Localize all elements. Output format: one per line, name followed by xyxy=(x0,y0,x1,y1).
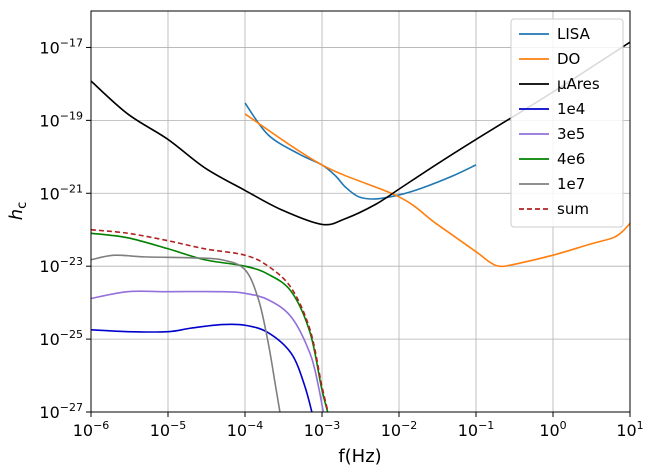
plot-area xyxy=(91,41,630,412)
legend-label-5: 4e6 xyxy=(557,150,585,168)
legend-label-3: 1e4 xyxy=(557,100,585,118)
y-tick-label-5: 10−17 xyxy=(39,36,83,57)
x-tick-label-5: 10−1 xyxy=(458,419,495,440)
y-axis-label-main: h xyxy=(6,209,27,220)
x-tick-label-3: 10−3 xyxy=(304,419,341,440)
legend-box xyxy=(510,18,624,228)
legend: LISA DO μAres 1e4 3e5 4e6 1e7 sum xyxy=(510,18,624,228)
y-tick-label-1: 10−25 xyxy=(39,328,83,349)
series-line-0 xyxy=(244,102,477,200)
svg-text:hc: hc xyxy=(6,202,30,221)
y-tick-label-0: 10−27 xyxy=(39,401,83,422)
axis-ticks: 10−6 10−5 10−4 10−3 10−2 10−1 100 101 10−27 10−25… xyxy=(39,36,643,440)
legend-label-4: 3e5 xyxy=(557,125,585,143)
x-tick-label-2: 10−4 xyxy=(227,419,264,440)
x-tick-label-0: 10−6 xyxy=(73,419,110,440)
legend-label-6: 1e7 xyxy=(557,175,585,193)
legend-label-7: sum xyxy=(557,200,589,218)
y-axis-label: hc xyxy=(6,202,30,221)
x-axis-label: f(Hz) xyxy=(338,446,381,467)
x-tick-label-6: 100 xyxy=(539,419,566,440)
legend-label-2: μAres xyxy=(557,75,600,93)
series-line-6 xyxy=(91,254,281,412)
y-tick-label-4: 10−19 xyxy=(39,109,83,130)
y-tick-label-3: 10−21 xyxy=(39,182,83,203)
series-line-4 xyxy=(91,290,325,412)
legend-label-1: DO xyxy=(557,50,580,68)
series-line-3 xyxy=(91,323,313,412)
plot-frame xyxy=(90,10,631,413)
x-axis-label-text: f(Hz) xyxy=(338,446,381,467)
series-line-2 xyxy=(91,41,630,226)
legend-label-0: LISA xyxy=(557,25,591,43)
y-axis-label-sub: c xyxy=(15,202,30,209)
series-line-7 xyxy=(91,228,329,412)
series-line-5 xyxy=(91,232,329,412)
series-line-1 xyxy=(244,113,630,268)
y-tick-label-2: 10−23 xyxy=(39,255,83,276)
x-tick-label-1: 10−5 xyxy=(150,419,187,440)
x-tick-label-7: 101 xyxy=(616,419,643,440)
x-tick-label-4: 10−2 xyxy=(381,419,418,440)
